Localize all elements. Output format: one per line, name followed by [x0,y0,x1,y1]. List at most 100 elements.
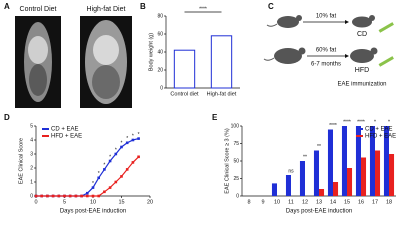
bar [389,154,395,196]
x-tick-label: 15 [344,199,350,205]
point [137,137,140,140]
y-axis-label: EAE Clinical Score [18,138,24,184]
significance-label: * [138,132,140,138]
point [114,180,118,184]
y-tick-label: 4 [30,137,33,143]
point [86,194,89,198]
point [91,194,95,198]
bar [319,189,325,196]
point [137,155,140,159]
x-tick-label: 8 [247,199,250,205]
x-tick-label: 10 [90,199,96,205]
mouse-icon [352,15,375,28]
point [46,194,49,198]
point [51,194,55,198]
y-tick-label: 1 [30,179,33,185]
panel-label: D [4,113,10,122]
bar [271,183,277,196]
point [103,190,106,194]
bar [361,157,367,196]
point [68,194,72,198]
y-tick-label: 5 [30,123,33,129]
point [131,161,135,164]
point [125,168,129,171]
bar [327,129,333,196]
x-tick-label: 12 [302,199,308,205]
point [97,194,100,198]
arrow-head [345,20,349,24]
legend-label: CD + EAE [365,127,393,133]
point [120,145,123,149]
mouse-icon [263,47,306,64]
x-tick-label: 18 [386,199,392,205]
bar [313,150,319,196]
mri-image [15,16,61,108]
x-tick-label: 10 [274,199,280,205]
significance-label: * [98,171,100,177]
y-tick-label: 75 [233,141,239,147]
arrow-head [345,54,349,58]
x-tick-label: 9 [261,199,264,205]
legend-label: HFD + EAE [51,134,82,140]
bar [333,182,339,196]
bar [341,126,347,196]
point [131,138,135,142]
y-tick-label: 2 [30,165,33,171]
point [97,176,100,180]
mouse-icon [266,15,302,28]
group-label: HFD [355,67,369,74]
x-tick-label: 14 [330,199,336,205]
legend-label: HFD + EAE [365,134,396,140]
bar [383,126,389,196]
x-tick-label: High-fat diet [207,91,237,97]
significance-label: * [126,136,128,142]
significance-label: ns [288,168,294,174]
point [120,175,123,178]
x-axis-label: Days post-EAE induction [60,209,126,215]
y-tick-label: 25 [233,176,239,182]
significance-label: * [132,133,134,139]
point [103,168,106,171]
y-tick-label: 60 [157,31,163,37]
duration-label: 6-7 months [311,62,341,68]
immunization-label: EAE immunization [337,82,386,88]
bar [299,161,305,196]
panel-label: B [140,2,146,11]
point [86,191,89,195]
significance-label: **** [329,123,337,129]
y-tick-label: 3 [30,151,33,157]
x-tick-label: Control diet [170,91,199,97]
significance-label: * [109,154,111,160]
point [63,194,66,198]
diet-label: 10% fat [316,14,337,20]
x-tick-label: 17 [372,199,378,205]
diet-label: 60% fat [316,48,337,54]
bar [375,150,381,196]
bar [369,126,375,196]
point [114,152,118,156]
x-tick-label: 5 [63,199,66,205]
y-axis-label: EAE Clinical Score ≥ 3 (%) [224,128,230,194]
bar [210,35,233,89]
point [34,194,38,198]
significance-label: * [115,147,117,153]
point [125,141,129,145]
significance-label: ** [317,144,321,150]
y-tick-label: 50 [233,158,239,164]
significance-label: ** [303,154,307,160]
x-axis-label: Days post-EAE induction [286,209,352,215]
image-label: Control Diet [20,6,57,13]
y-tick-label: 40 [157,49,163,55]
y-tick-label: 0 [236,193,239,199]
bar [285,175,291,196]
series-line [36,156,140,197]
y-tick-label: 0 [160,85,163,91]
point [40,194,43,198]
x-tick-label: 20 [147,199,153,205]
legend-label: CD + EAE [51,127,79,133]
y-axis-label: Body weight (g) [148,33,154,71]
x-tick-label: 11 [288,199,294,205]
point [57,194,61,198]
bar [355,126,361,196]
group-label: CD [357,31,367,38]
